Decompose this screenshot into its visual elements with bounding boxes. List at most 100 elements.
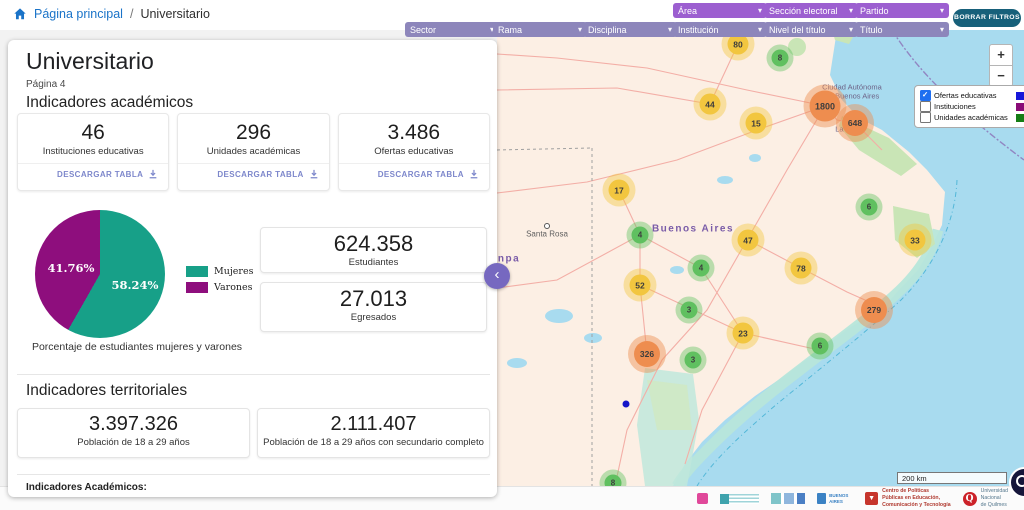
filter-rama[interactable]: Rama ▾	[493, 22, 587, 37]
map-cluster-marker[interactable]: 4	[631, 226, 649, 244]
map-cluster-marker[interactable]: 6	[860, 198, 878, 216]
map-cluster-marker[interactable]: 15	[745, 112, 767, 134]
download-table-button[interactable]: DESCARGAR TABLA	[378, 169, 479, 179]
estudiantes-card: 624.358 Estudiantes	[260, 227, 487, 273]
legend-checkbox[interactable]	[920, 90, 931, 101]
map-cluster-marker[interactable]: 648	[842, 110, 868, 136]
partner-logo	[720, 493, 760, 504]
chevron-down-icon: ▾	[757, 24, 762, 34]
cppec-logo: ▼ Centro de Políticas Públicas en Educac…	[865, 488, 951, 508]
legend-item[interactable]: Ofertas educativas	[920, 90, 1024, 101]
unq-logo: Q Universidad Nacional de Quilmes	[962, 488, 1008, 508]
pie-legend-item-mujeres: Mujeres	[186, 266, 253, 277]
breadcrumb-home-link[interactable]: Página principal	[34, 7, 123, 21]
pie-legend-item-varones: Varones	[186, 282, 253, 293]
map-cluster-marker[interactable]: 44	[699, 93, 721, 115]
map-cluster-marker[interactable]: 47	[737, 229, 759, 251]
legend-label: Instituciones	[934, 102, 976, 111]
map-cluster-marker[interactable]: 4	[692, 259, 710, 277]
stat-cards-row: 46 Instituciones educativas DESCARGAR TA…	[17, 113, 490, 191]
chevron-down-icon: ▾	[757, 5, 762, 15]
legend-item[interactable]: Instituciones	[920, 101, 1024, 112]
legend-label: Ofertas educativas	[934, 91, 997, 100]
divider	[17, 474, 490, 475]
map-zoom-out-button[interactable]: −	[989, 65, 1013, 87]
filter-disciplina[interactable]: Disciplina ▾	[583, 22, 677, 37]
map-cluster-marker[interactable]: 8	[771, 49, 789, 67]
filter-partido[interactable]: Partido ▾	[855, 3, 949, 18]
green-area	[647, 380, 692, 430]
pie-legend: Mujeres Varones	[186, 266, 253, 293]
stat-card-unidades: 296 Unidades académicas DESCARGAR TABLA	[177, 113, 330, 191]
chevron-down-icon: ▾	[848, 24, 853, 34]
download-table-button[interactable]: DESCARGAR TABLA	[217, 169, 318, 179]
legend-color-swatch	[1016, 91, 1024, 100]
map-cluster-marker[interactable]: 1800	[809, 90, 841, 122]
map-cluster-marker[interactable]: 3	[684, 351, 702, 369]
coastal-shallow	[672, 228, 944, 486]
buenos-aires-logo: BUENOS AIRES	[817, 493, 853, 504]
map-cluster-marker[interactable]: 17	[608, 179, 630, 201]
legend-checkbox[interactable]	[920, 101, 931, 112]
filter-sector[interactable]: Sector ▾	[405, 22, 499, 37]
map-cluster-marker[interactable]: 78	[790, 257, 812, 279]
map-canvas[interactable]	[497, 30, 1024, 486]
legend-color-swatch	[1016, 113, 1024, 122]
shield-icon: ▼	[865, 492, 879, 505]
pie-chart-caption: Porcentaje de estudiantes mujeres y varo…	[31, 341, 243, 353]
legend-item[interactable]: Unidades académicas	[920, 112, 1024, 123]
pie-chart: 58.24% 41.76%	[35, 210, 165, 338]
territorial-indicators-heading: Indicadores territoriales	[26, 382, 188, 399]
legend-swatch	[186, 266, 208, 277]
water-area	[673, 30, 1024, 486]
map-cluster-marker[interactable]: 8	[604, 474, 622, 486]
pie-slice-label-mujeres: 58.24%	[111, 278, 159, 292]
filter-seccion-electoral[interactable]: Sección electoral ▾	[764, 3, 858, 18]
filter-area[interactable]: Área ▾	[673, 3, 767, 18]
stat-card-ofertas: 3.486 Ofertas educativas DESCARGAR TABLA	[337, 113, 490, 191]
map-cluster-marker[interactable]: 6	[811, 337, 829, 355]
filter-titulo[interactable]: Título ▾	[855, 22, 949, 37]
map-point-marker[interactable]	[622, 400, 630, 408]
home-icon[interactable]	[13, 7, 27, 21]
legend-label: Unidades académicas	[934, 113, 1008, 122]
map-cluster-marker[interactable]: 23	[732, 322, 754, 344]
map-cluster-marker[interactable]: 279	[861, 297, 887, 323]
chevron-down-icon: ▾	[939, 24, 944, 34]
download-icon	[310, 169, 317, 179]
legend-checkbox[interactable]	[920, 112, 931, 123]
download-table-button[interactable]: DESCARGAR TABLA	[57, 169, 158, 179]
download-icon	[470, 169, 478, 179]
map-label: Santa Rosa	[526, 229, 568, 239]
town-dot	[544, 223, 550, 229]
stat-card-instituciones: 46 Instituciones educativas DESCARGAR TA…	[17, 113, 170, 191]
download-icon	[149, 169, 157, 179]
map-label: npa	[497, 253, 521, 265]
map-cluster-marker[interactable]: 80	[727, 33, 749, 55]
filter-nivel-del-titulo[interactable]: Nivel del título ▾	[764, 22, 858, 37]
filter-institucion[interactable]: Institución ▾	[673, 22, 767, 37]
map-cluster-marker[interactable]: 326	[634, 341, 660, 367]
pie-slice-label-varones: 41.76%	[47, 261, 95, 275]
map-cluster-marker[interactable]: 3	[680, 301, 698, 319]
page-subtitle: Página 4	[26, 79, 66, 90]
map-cluster-marker[interactable]: 52	[629, 274, 651, 296]
clear-filters-button[interactable]: BORRAR FILTROS	[953, 9, 1021, 27]
panel-collapse-button[interactable]: ‹	[484, 263, 510, 289]
poblacion-card: 3.397.326 Población de 18 a 29 años	[17, 408, 250, 458]
map-zoom-in-button[interactable]: +	[989, 44, 1013, 66]
poblacion-secundario-card: 2.111.407 Población de 18 a 29 años con …	[257, 408, 490, 458]
partner-logo	[771, 493, 806, 504]
unq-q-icon: Q	[962, 491, 977, 506]
academic-indicators-heading: Indicadores académicos	[26, 94, 194, 111]
map-cluster-marker[interactable]: 33	[904, 229, 926, 251]
maritime-boundary	[696, 179, 958, 486]
legend-color-swatch	[1016, 102, 1024, 111]
egresados-card: 27.013 Egresados	[260, 282, 487, 332]
map-legend-items: Ofertas educativas Instituciones Unidades …	[920, 90, 1024, 123]
map-scale-bar: 200 km	[897, 472, 1007, 484]
breadcrumb-separator: /	[129, 7, 134, 21]
indicators-panel: Universitario Página 4 Indicadores acadé…	[8, 40, 497, 497]
